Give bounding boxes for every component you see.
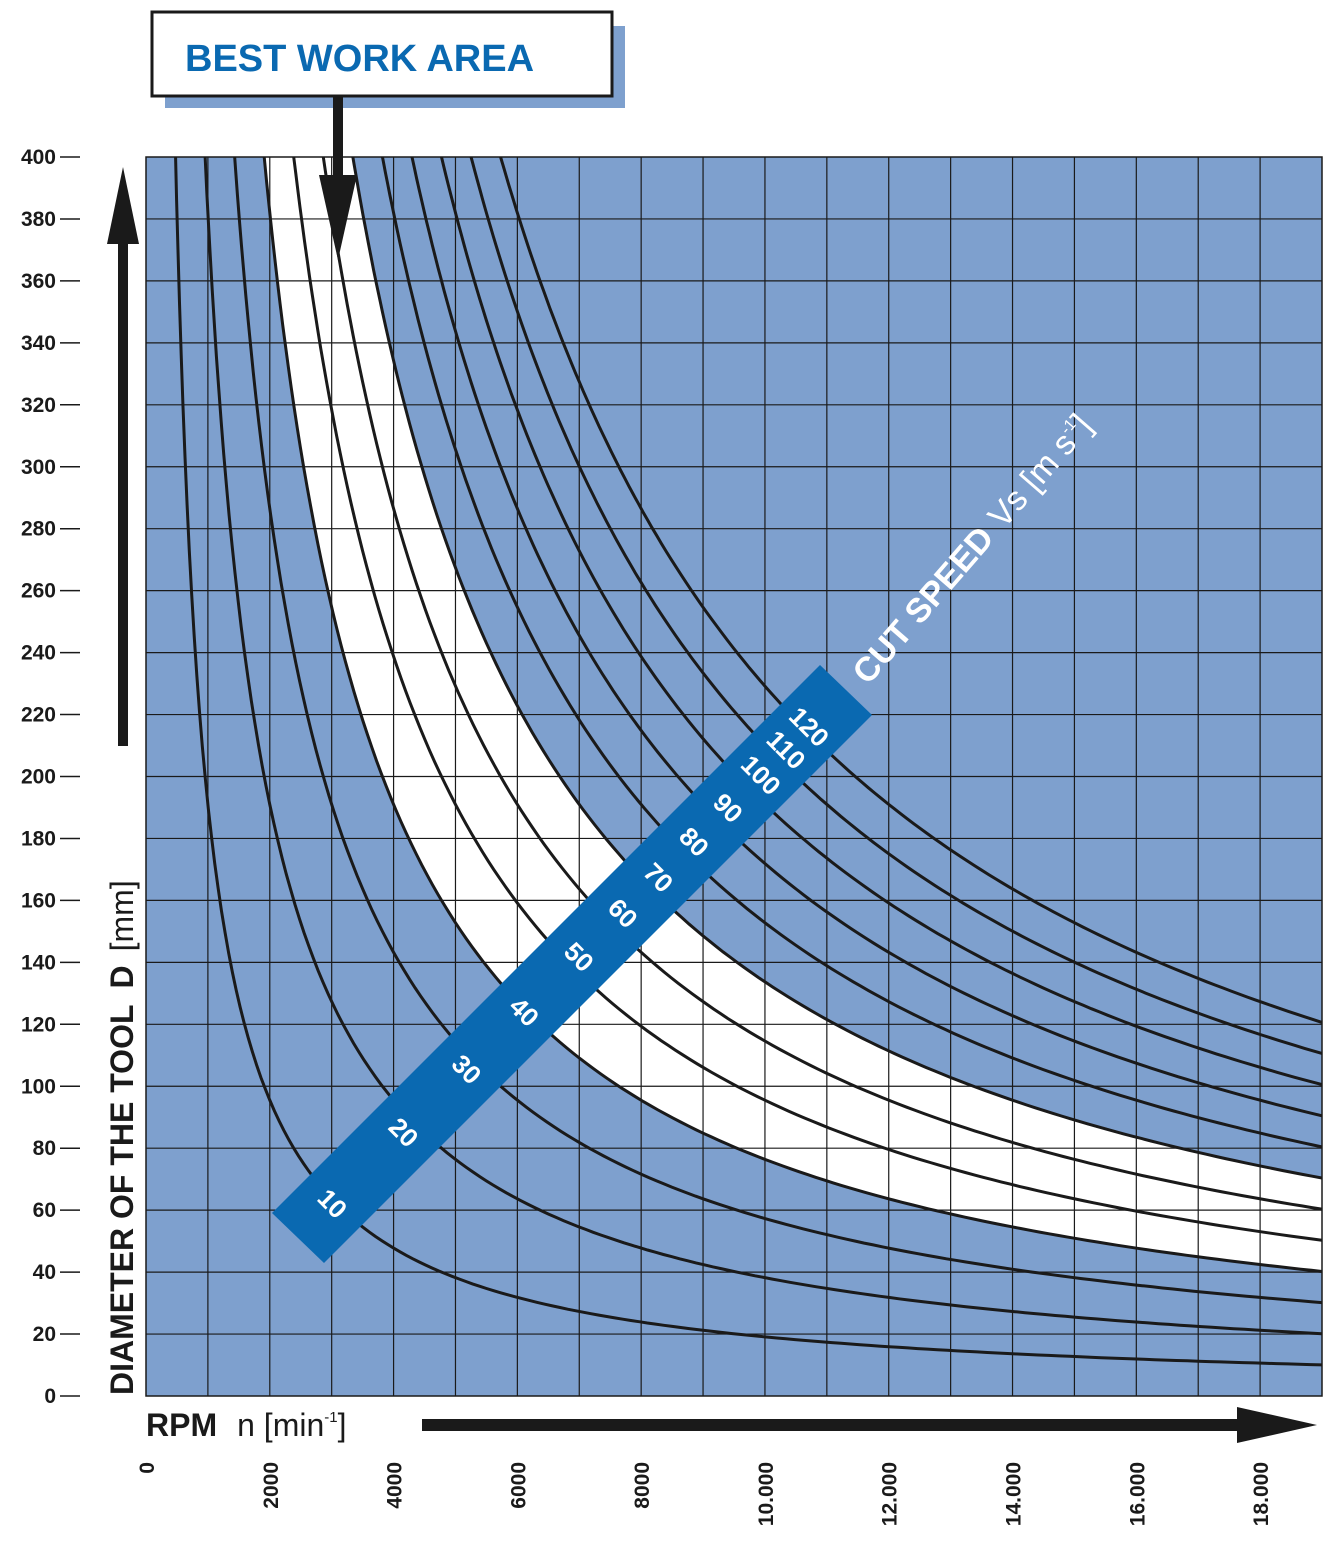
y-tick-label: 0 — [44, 1385, 56, 1408]
y-tick-label: 300 — [21, 456, 56, 479]
x-tick-label: 18.000 — [1250, 1462, 1273, 1526]
x-tick-label: 12.000 — [879, 1462, 902, 1526]
x-tick-label: 8000 — [631, 1462, 654, 1509]
x-tick-label: 6000 — [507, 1462, 530, 1509]
y-tick-label: 100 — [21, 1075, 56, 1098]
y-tick-label: 40 — [33, 1261, 56, 1284]
x-tick-label: 4000 — [384, 1462, 407, 1509]
y-tick-label: 320 — [21, 394, 56, 417]
y-tick-label: 160 — [21, 889, 56, 912]
curve-vs-20 — [203, 157, 1322, 1336]
x-tick-label: 14.000 — [1003, 1462, 1026, 1526]
curve-vs-60 — [321, 157, 1322, 1211]
y-axis-title: DIAMETER OF THE TOOLD[mm] — [104, 880, 140, 1395]
y-tick-label: 400 — [21, 146, 56, 169]
curve-vs-40 — [262, 157, 1322, 1273]
curve-vs-120 — [499, 157, 1322, 1024]
curve-vs-30 — [233, 157, 1322, 1305]
x-tick-label: 10.000 — [755, 1462, 778, 1526]
x-tick-label: 0 — [136, 1462, 159, 1474]
callout-arrow-stem — [333, 96, 343, 182]
best-work-area-callout: BEST WORK AREA — [150, 10, 625, 260]
band-rect — [272, 665, 872, 1263]
y-tick-label: 380 — [21, 208, 56, 231]
y-tick-label: 260 — [21, 580, 56, 603]
y-axis-arrow — [107, 167, 139, 746]
x-axis: 0 2000 4000 6000 8000 10.000 12.000 14.000 16.00… — [136, 1462, 1273, 1526]
curve-vs-50 — [292, 157, 1322, 1242]
callout-box — [150, 10, 614, 98]
y-tick-label: 140 — [21, 951, 56, 974]
curve-vs-100 — [439, 157, 1322, 1087]
callout-text: BEST WORK AREA — [185, 38, 534, 80]
y-tick-label: 20 — [33, 1323, 56, 1346]
y-tick-label: 60 — [33, 1199, 56, 1222]
x-axis-title: RPM n [min-1] — [146, 1407, 346, 1443]
y-tick-label: 200 — [21, 766, 56, 789]
plot-frame — [145, 156, 1323, 1397]
y-axis: 0 20 40 60 80 100 120 140 160 180 200 220 240 260 280 3… — [21, 146, 80, 1408]
x-tick-label: 2000 — [260, 1462, 283, 1509]
y-tick-label: 220 — [21, 704, 56, 727]
y-tick-label: 120 — [21, 1013, 56, 1036]
y-tick-label: 240 — [21, 642, 56, 665]
callout-arrow-head — [319, 175, 357, 260]
x-tick-label: 16.000 — [1126, 1462, 1149, 1526]
curve-vs-10 — [174, 157, 1322, 1367]
x-axis-arrow — [422, 1407, 1317, 1443]
y-tick-label: 280 — [21, 518, 56, 541]
y-tick-label: 180 — [21, 827, 56, 850]
y-tick-label: 80 — [33, 1137, 56, 1160]
y-tick-label: 340 — [21, 332, 56, 355]
curve-vs-110 — [469, 157, 1322, 1055]
y-tick-label: 360 — [21, 270, 56, 293]
